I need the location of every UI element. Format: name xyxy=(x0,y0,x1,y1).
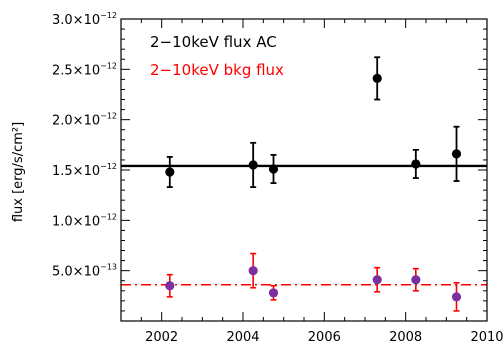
reference-lines-layer xyxy=(121,164,487,286)
data-point xyxy=(268,164,279,174)
legend-entry: 2−10keV flux AC xyxy=(150,33,277,51)
y-tick-label: 2.5×10−12 xyxy=(52,61,117,78)
data-point xyxy=(372,275,382,285)
x-tick-label: 2010 xyxy=(470,330,503,345)
y-tick-label: 2.0×10−12 xyxy=(52,112,117,129)
y-tick-label: 1.5×10−12 xyxy=(52,162,117,179)
x-tick-label: 2004 xyxy=(226,330,259,345)
data-point xyxy=(411,159,421,169)
data-point xyxy=(411,275,421,285)
x-tick-label: 2002 xyxy=(145,330,178,345)
axis-ticks-layer xyxy=(120,18,488,321)
legend: 2−10keV flux AC 2−10keV bkg flux xyxy=(150,33,284,79)
x-tick-label: 2008 xyxy=(389,330,422,345)
x-tick-label: 2006 xyxy=(308,330,341,345)
legend-entry: 2−10keV bkg flux xyxy=(150,61,284,79)
axis-labels-layer: 2002 2004 2006 2008 2010 5.0×10−13 1.0×10−12 1.… xyxy=(52,11,503,345)
data-point xyxy=(451,292,462,302)
y-tick-label: 1.0×10−12 xyxy=(52,212,117,229)
y-axis-label: flux [erg/s/cm²] xyxy=(11,122,26,222)
y-tick-label: 3.0×10−12 xyxy=(52,11,117,28)
y-tick-label: 5.0×10−13 xyxy=(52,263,117,280)
data-points-layer xyxy=(165,56,462,312)
data-point xyxy=(248,160,258,170)
data-point xyxy=(268,288,279,298)
data-point xyxy=(165,281,175,291)
data-point xyxy=(248,266,258,276)
data-point xyxy=(451,149,462,159)
data-point xyxy=(165,167,175,177)
data-point xyxy=(372,73,382,83)
